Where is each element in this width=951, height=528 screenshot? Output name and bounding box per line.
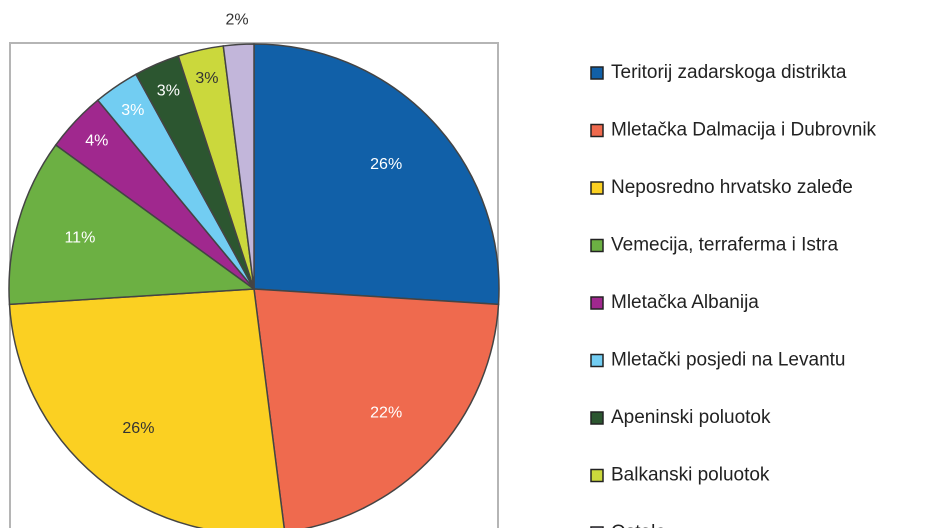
slice-label: 4% (85, 133, 108, 150)
legend-label: Vemecija, terraferma i Istra (611, 235, 838, 256)
slice-label: 2% (226, 11, 249, 28)
legend-swatch (590, 123, 604, 138)
legend-label: Mletačka Dalmacija i Dubrovnik (611, 120, 877, 141)
legend-label: Mletačka Albanija (611, 292, 759, 313)
legend-swatch (590, 468, 604, 483)
pie-slice (253, 288, 500, 528)
legend-swatch (590, 353, 604, 368)
pie-slice (222, 43, 255, 290)
legend-swatch (590, 238, 604, 253)
slice-label: 3% (121, 102, 144, 119)
slice-label: 11% (64, 230, 95, 247)
slice-label: 22% (370, 404, 402, 421)
legend-label: Neposredno hrvatsko zaleđe (611, 177, 853, 198)
legend-label: Balkanski poluotok (611, 465, 770, 486)
legend-label: Mletački posjedi na Levantu (611, 350, 845, 371)
legend-swatch (590, 181, 604, 195)
pie-slice (8, 288, 285, 528)
slice-label: 26% (122, 420, 154, 437)
slice-label: 3% (157, 82, 180, 99)
legend-label: Teritorij zadarskoga distrikta (611, 62, 847, 83)
legend-swatch (590, 66, 604, 80)
pie-slice (253, 43, 500, 306)
slice-label: 3% (195, 70, 218, 87)
slice-label: 26% (370, 156, 402, 173)
legend-label: Apeninski poluotok (611, 407, 771, 428)
legend-swatch (590, 296, 604, 310)
legend-swatch (590, 411, 604, 425)
legend-label: Ostalo (611, 522, 666, 528)
pie-slice (8, 143, 257, 306)
